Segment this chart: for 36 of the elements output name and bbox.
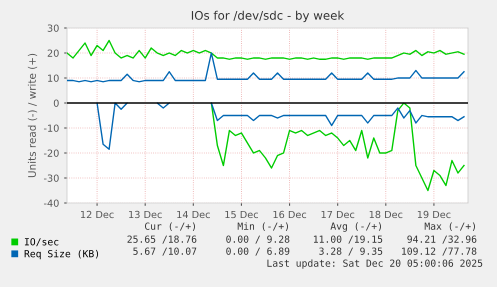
text: 0.00 / 6.89: [226, 247, 290, 256]
y-tick-label: 0: [54, 99, 59, 107]
x-tick-label: 15 Dec: [225, 210, 258, 218]
text: 94.21 /32.96: [407, 235, 476, 244]
text: Min (-/+): [238, 222, 288, 231]
x-tick-label: 13 Dec: [129, 210, 162, 218]
text: Avg (-/+): [330, 222, 381, 232]
y-tick-label: -40: [44, 199, 59, 207]
y-tick-label: -30: [44, 174, 59, 182]
x-tick-label: 18 Dec: [370, 210, 402, 218]
x-tick-label: 16 Dec: [273, 210, 306, 218]
text: 5.67 /10.07: [133, 247, 196, 256]
x-tick-label: 17 Dec: [322, 210, 354, 218]
text: 109.12 /77.78: [402, 247, 476, 256]
legend-label: IO/sec: [24, 238, 58, 246]
x-tick-label: 19 Dec: [418, 210, 450, 218]
text: 25.65 /18.76: [127, 235, 196, 244]
text: Cur (-/+): [144, 222, 195, 231]
line-series: [210, 102, 465, 192]
line-series: [67, 52, 465, 82]
y-tick-label: 20: [48, 49, 59, 57]
text: 11.00 /19.15: [314, 235, 382, 244]
y-axis-title: Units read (-) / write (+): [28, 54, 38, 178]
legend-label: Req Size (KB): [24, 250, 98, 260]
x-tick-label: 14 Dec: [177, 210, 210, 218]
line-series: [67, 40, 465, 60]
text: 3.28 / 9.35: [319, 247, 382, 256]
chart-title: IOs for /dev/sdc - by week: [192, 10, 344, 22]
x-tick-label: 12 Dec: [81, 210, 114, 218]
y-tick-label: -10: [44, 124, 59, 132]
y-tick-label: 10: [48, 74, 59, 82]
text: Last update: Sat Dec 20 05:00:06 2025: [267, 259, 482, 269]
text: 0.00 / 9.28: [226, 235, 290, 244]
y-tick-label: -20: [44, 149, 59, 157]
y-tick-label: 30: [48, 24, 59, 32]
text: Max (-/+): [424, 222, 475, 231]
